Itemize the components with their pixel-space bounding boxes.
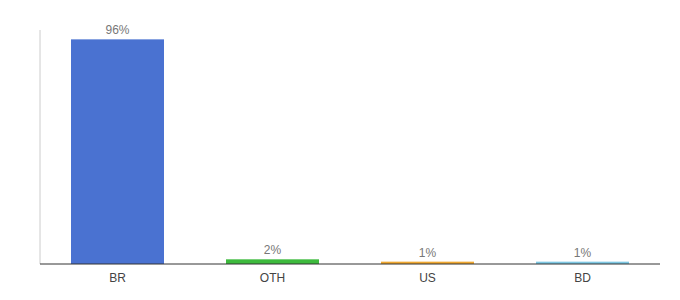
- chart-svg: 96% 2% 1% 1% BR OTH US BD: [0, 0, 680, 300]
- data-label: 1%: [574, 246, 592, 260]
- x-tick-label: US: [419, 271, 436, 285]
- data-label: 2%: [264, 243, 282, 257]
- x-tick-label: OTH: [260, 271, 285, 285]
- data-label: 96%: [105, 23, 129, 37]
- x-tick-label: BD: [574, 271, 591, 285]
- bar: [226, 259, 319, 264]
- bars: [71, 39, 629, 264]
- x-axis-line: [40, 264, 660, 265]
- x-tick-label: BR: [109, 271, 126, 285]
- bar: [71, 39, 164, 264]
- y-axis-line: [40, 30, 41, 264]
- chart-container: 96% 2% 1% 1% BR OTH US BD: [0, 0, 680, 300]
- data-label: 1%: [419, 246, 437, 260]
